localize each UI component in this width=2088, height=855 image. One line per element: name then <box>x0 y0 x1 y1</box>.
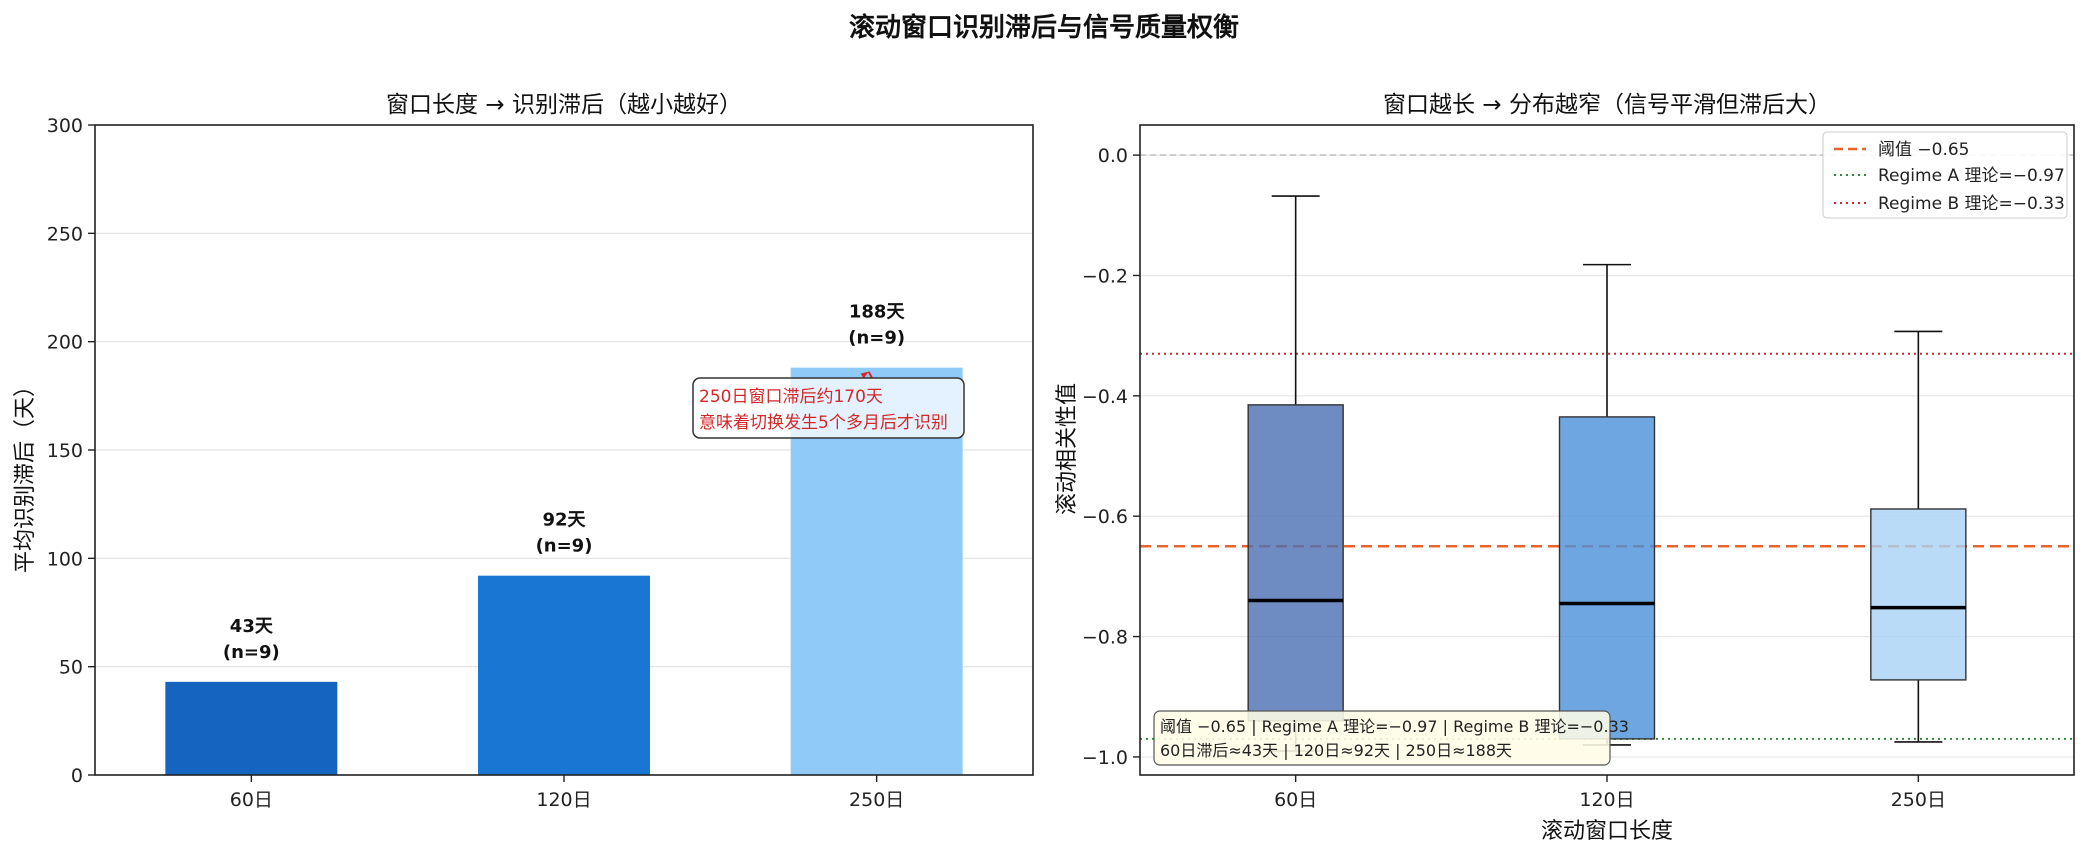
legend-label-regime-a: Regime A 理论=−0.97 <box>1878 166 2065 186</box>
figure-title: 滚动窗口识别滞后与信号质量权衡 <box>849 12 1239 43</box>
box-chart-ytick-label: −0.2 <box>1082 265 1128 287</box>
bar-chart-yticks: 0 50 100 150 200 250 300 <box>47 115 95 787</box>
box <box>1558 416 1656 740</box>
bar-chart-xtick-label: 120日 <box>536 789 591 811</box>
bar-chart-ytick-label: 50 <box>59 657 83 679</box>
box-chart-legend: 阈值 −0.65 Regime A 理论=−0.97 Regime B 理论=−… <box>1822 131 2068 219</box>
note-frame <box>1153 710 1611 766</box>
legend-frame <box>1822 131 2068 219</box>
bar <box>165 681 338 775</box>
bar-n-label: (n=9) <box>223 642 280 663</box>
bar-value-label: 43天 <box>230 616 274 637</box>
bar-chart-ytick-label: 250 <box>47 223 83 245</box>
legend-label-threshold: 阈值 −0.65 <box>1878 140 1970 160</box>
box-chart-xticks: 60日 120日 250日 <box>1274 775 1946 811</box>
bar-chart-ylabel: 平均识别滞后（天） <box>13 375 38 573</box>
bar-chart-xtick-label: 60日 <box>230 789 273 811</box>
bar-chart-xticks: 60日 120日 250日 <box>230 775 904 811</box>
bar-chart-title: 窗口长度 → 识别滞后（越小越好） <box>386 92 742 118</box>
box-chart-xtick-label: 120日 <box>1579 789 1634 811</box>
legend-label-regime-b: Regime B 理论=−0.33 <box>1878 194 2065 214</box>
bar-chart-ytick-label: 200 <box>47 332 83 354</box>
annotation-line: 250日窗口滞后约170天 <box>699 387 883 407</box>
bar-chart-ytick-label: 300 <box>47 115 83 137</box>
box-chart-ytick-label: −0.8 <box>1082 627 1128 649</box>
box-chart-title: 窗口越长 → 分布越窄（信号平滑但滞后大） <box>1383 92 1831 118</box>
box <box>1247 404 1344 722</box>
bar-chart-ytick-label: 150 <box>47 440 83 462</box>
bar-value-label: 92天 <box>542 510 586 531</box>
box-chart-note: 阈值 −0.65 | Regime A 理论=−0.97 | Regime B … <box>1153 710 1629 766</box>
bar-n-label: (n=9) <box>848 328 905 349</box>
bar-chart-ytick-label: 0 <box>71 765 83 787</box>
box-chart-ytick-label: 0.0 <box>1098 145 1128 167</box>
box-chart-yticks: 0.0 −0.2 −0.4 −0.6 −0.8 −1.0 <box>1082 145 1140 769</box>
box <box>1870 508 1967 681</box>
box-chart-xlabel: 滚动窗口长度 <box>1541 819 1673 844</box>
lag-bar-chart: 窗口长度 → 识别滞后（越小越好） 平均识别滞后（天） 43天 (n=9) 92天 (… <box>13 92 1034 811</box>
box-chart-ytick-label: −0.6 <box>1082 506 1128 528</box>
annotation-line: 意味着切换发生5个多月后才识别 <box>699 413 948 433</box>
annotation-arrow <box>867 371 873 379</box>
annotation-arrowhead <box>860 371 869 379</box>
box-chart-ytick-label: −0.4 <box>1082 386 1128 408</box>
bar-chart-ytick-label: 100 <box>47 548 83 570</box>
note-line-1: 阈值 −0.65 | Regime A 理论=−0.97 | Regime B … <box>1160 717 1629 736</box>
note-line-2: 60日滞后≈43天 | 120日≈92天 | 250日≈188天 <box>1160 741 1512 760</box>
correlation-box-chart: 窗口越长 → 分布越窄（信号平滑但滞后大） 滚动相关性值 滚动窗口长度 0.0 −… <box>1055 92 2075 844</box>
annotation-box <box>692 377 965 439</box>
bar-chart-xtick-label: 250日 <box>849 789 904 811</box>
bar-value-label: 188天 <box>849 302 906 323</box>
bar-n-label: (n=9) <box>536 536 593 557</box>
box-chart-ytick-label: −1.0 <box>1082 747 1128 769</box>
box-chart-xtick-label: 250日 <box>1891 789 1946 811</box>
box-chart-ylabel: 滚动相关性值 <box>1055 383 1080 515</box>
box-chart-boxes <box>1247 195 1967 752</box>
box-chart-xtick-label: 60日 <box>1274 789 1317 811</box>
bar-chart-bar-labels: 43天 (n=9) 92天 (n=9) 188天 (n=9) <box>223 302 906 663</box>
bar <box>478 575 650 775</box>
